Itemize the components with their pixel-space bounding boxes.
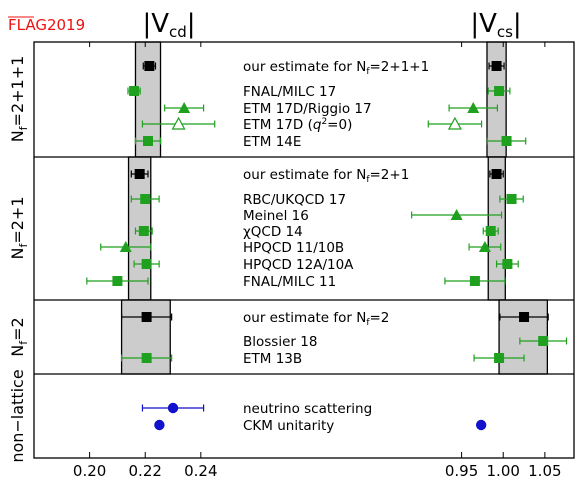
- point-p1-r1-cd-marker: [144, 61, 155, 71]
- point-p4-r2-cd-marker: [154, 419, 165, 431]
- panel-label-2: Nf=2+1: [8, 196, 30, 259]
- flag-tag: FLAG2019: [8, 16, 85, 34]
- row-label-p1-r3: ETM 17D/Riggio 17: [243, 101, 372, 117]
- column-title-cd: |Vcd|: [142, 9, 195, 41]
- point-p1-r2-cd-marker: [129, 86, 140, 96]
- column-title-cs: |Vcs|: [470, 9, 521, 41]
- row-label-p2-r6: HPQCD 12A/10A: [243, 257, 354, 273]
- tick-label-cd-1: 0.22: [129, 462, 162, 480]
- point-p1-r2-cs-marker: [494, 86, 505, 96]
- point-p1-r3-cs-marker: [467, 102, 480, 113]
- row-label-p2-r2: RBC/UKQCD 17: [243, 192, 346, 208]
- panel-label-4: non−lattice: [8, 369, 27, 462]
- row-label-p2-r1: our estimate for Nf=2+1: [243, 167, 409, 185]
- point-p1-r1-cs-marker: [491, 61, 502, 71]
- frame-layer: [33, 41, 575, 459]
- point-p2-r5-cs-marker: [478, 241, 491, 252]
- row-label-p4-r1: neutrino scattering: [243, 401, 372, 417]
- panel-label-3: Nf=2: [8, 317, 30, 356]
- point-p2-r1-cd-marker: [134, 169, 145, 179]
- row-label-p2-r3: Meinel 16: [243, 208, 309, 224]
- row-label-p2-r4: χQCD 14: [243, 224, 303, 240]
- point-p2-r5-cd-marker: [119, 241, 132, 252]
- row-label-p1-r2: FNAL/MILC 17: [243, 84, 336, 100]
- point-p3-r3-cs-marker: [494, 353, 505, 363]
- point-p3-r3-cd-marker: [141, 353, 152, 363]
- point-p2-r7-cs-marker: [469, 276, 480, 286]
- point-p1-r4-cd-marker: [171, 116, 186, 130]
- point-p1-r4-cs-marker: [447, 116, 462, 130]
- row-label-p1-r4: ETM 17D (q2=0): [243, 117, 352, 133]
- panel-label-1: Nf=2+1+1: [8, 56, 30, 143]
- data-layer: [86, 61, 568, 431]
- point-p3-r1-cd-marker: [141, 312, 152, 322]
- tick-label-cs-0: 0.95: [445, 462, 478, 480]
- row-label-p2-r5: HPQCD 11/10B: [243, 240, 344, 256]
- point-p4-r2-cs-marker: [475, 419, 487, 431]
- row-label-p3-r3: ETM 13B: [243, 351, 302, 367]
- point-p2-r3-cs-marker: [450, 209, 463, 220]
- point-p2-r4-cs-marker: [485, 226, 496, 236]
- point-p1-r3-cd-marker: [178, 102, 191, 113]
- row-label-p4-r2: CKM unitarity: [243, 418, 334, 434]
- point-p3-r1-cs-marker: [519, 312, 530, 322]
- point-p2-r2-cs-marker: [506, 194, 517, 204]
- row-label-p3-r2: Blossier 18: [243, 334, 317, 350]
- point-p2-r2-cd-marker: [140, 194, 151, 204]
- row-label-p1-r1: our estimate for Nf=2+1+1: [243, 59, 429, 77]
- point-p1-r5-cs-marker: [501, 136, 512, 146]
- point-p3-r2-cs-marker: [538, 336, 549, 346]
- row-label-p2-r7: FNAL/MILC 11: [243, 274, 336, 290]
- tick-label-cs-2: 1.05: [528, 462, 561, 480]
- plot-frame: [33, 41, 575, 459]
- tick-label-cd-2: 0.24: [184, 462, 217, 480]
- row-label-p1-r5: ETM 14E: [243, 134, 301, 150]
- point-p2-r7-cd-marker: [112, 276, 123, 286]
- point-p2-r1-cs-marker: [491, 169, 502, 179]
- point-p2-r4-cd-marker: [138, 226, 149, 236]
- tick-label-cs-1: 1.00: [487, 462, 520, 480]
- tick-label-cd-0: 0.20: [73, 462, 106, 480]
- text-layer: 0.20 0.22 0.24 0.95 1.00 1.05 |Vcd| |Vcs| FLAG20…: [8, 9, 562, 480]
- point-p4-r1-cd-marker: [167, 402, 179, 414]
- point-p2-r6-cs-marker: [502, 259, 513, 269]
- point-p1-r5-cd-marker: [143, 136, 153, 146]
- point-p2-r6-cd-marker: [141, 259, 152, 269]
- row-label-p3-r1: our estimate for Nf=2: [243, 310, 389, 328]
